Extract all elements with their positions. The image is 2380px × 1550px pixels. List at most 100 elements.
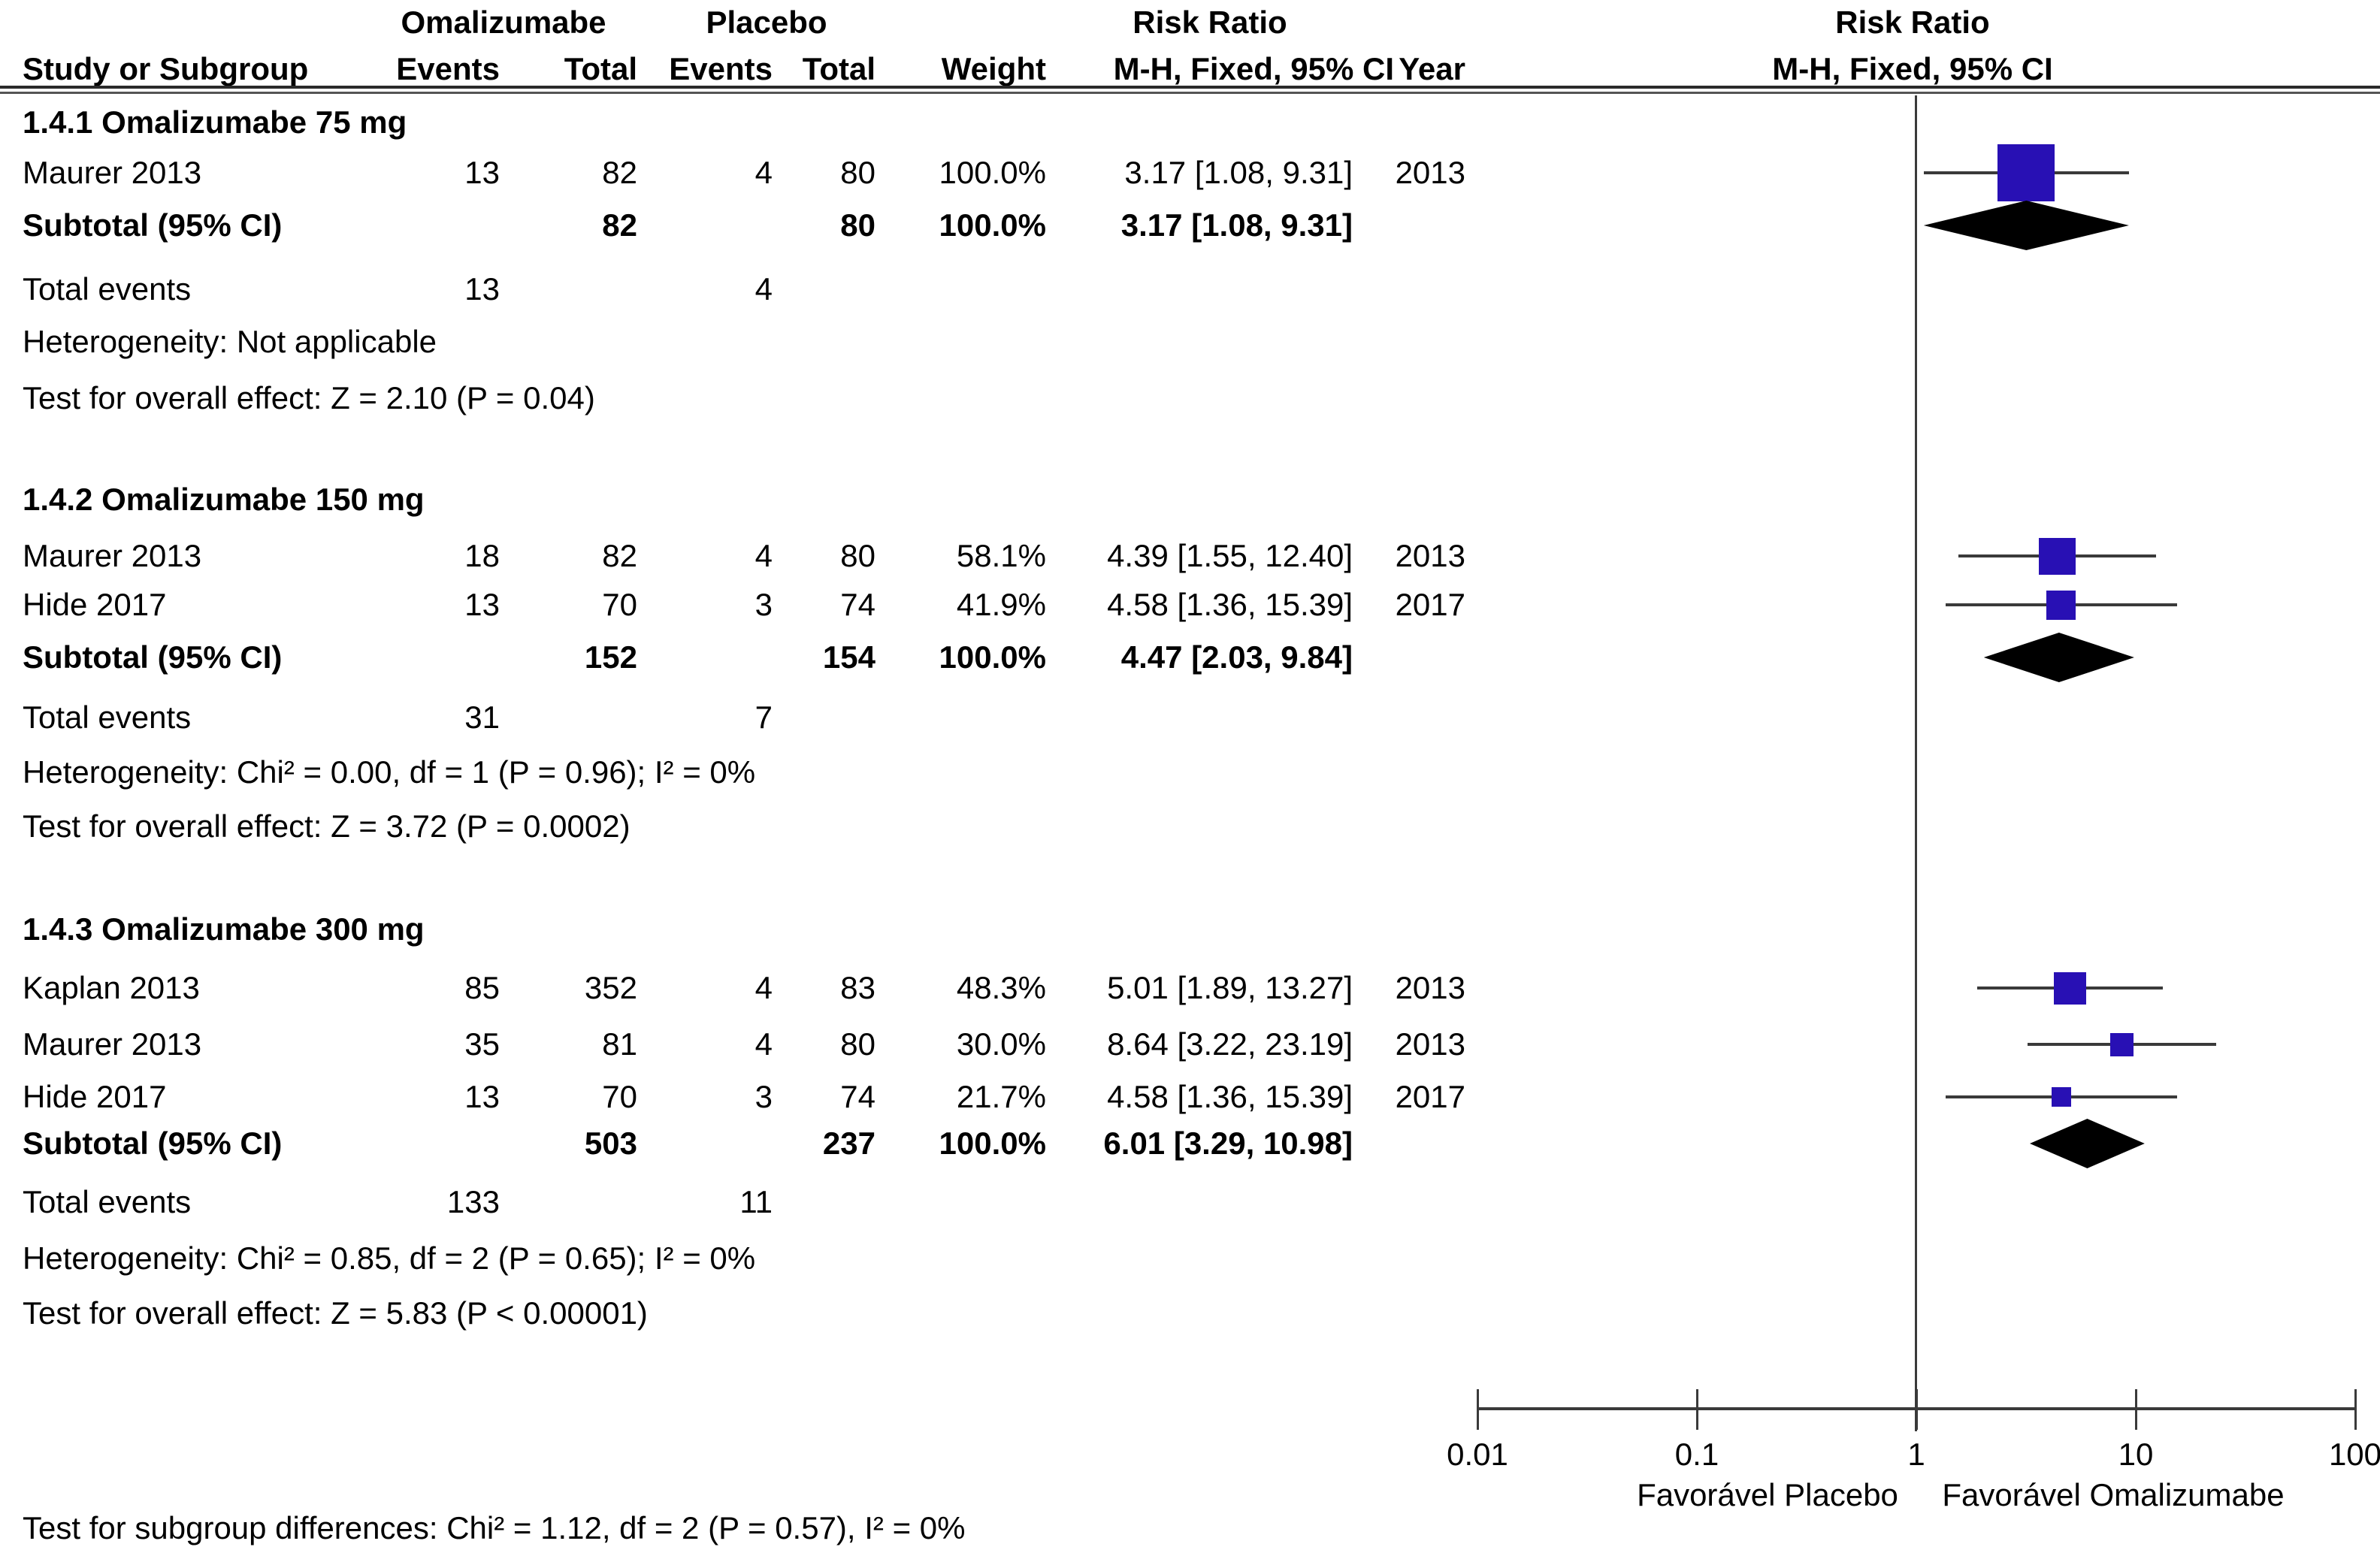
- subtotal-diamond: [1983, 633, 2134, 682]
- subtotal-total2-cell: 154: [822, 639, 875, 675]
- total1-cell: 352: [584, 970, 637, 1005]
- total2-cell: 80: [840, 1026, 875, 1062]
- events1-cell: 85: [464, 970, 500, 1005]
- events1-cell: 13: [464, 1079, 500, 1114]
- total-events1-cell: 13: [464, 271, 500, 307]
- total-events2-cell: 7: [755, 699, 773, 735]
- group1-header: Omalizumabe: [401, 5, 606, 40]
- weight-cell: 58.1%: [956, 538, 1046, 573]
- subtotal-ci-cell: 4.47 [2.03, 9.84]: [1120, 639, 1353, 675]
- subgroup-label: 1.4.1 Omalizumabe 75 mg: [23, 104, 407, 140]
- events1-cell: 18: [464, 538, 500, 573]
- subtotal-label: Subtotal (95% CI): [23, 639, 283, 675]
- heterogeneity-text: Heterogeneity: Chi² = 0.00, df = 1 (P = …: [23, 754, 756, 790]
- axis-tick: [1477, 1389, 1479, 1430]
- null-effect-line: [1915, 95, 1917, 1431]
- axis-tick-label: 1: [1907, 1437, 1925, 1472]
- events2-cell: 4: [755, 155, 773, 190]
- subtotal-total1-cell: 152: [584, 639, 637, 675]
- subtotal-weight-cell: 100.0%: [939, 639, 1046, 675]
- header-separator-line-bottom: [0, 92, 2380, 94]
- subgroup-label: 1.4.3 Omalizumabe 300 mg: [23, 911, 425, 947]
- axis-tick: [1916, 1389, 1918, 1430]
- year-cell: 2017: [1395, 1079, 1465, 1114]
- study-name: Maurer 2013: [23, 1026, 202, 1062]
- subtotal-total1-cell: 503: [584, 1125, 637, 1161]
- total1-cell: 70: [602, 587, 637, 622]
- header-separator-line-top: [0, 86, 2380, 89]
- weight-cell: 30.0%: [956, 1026, 1046, 1062]
- total1-cell: 70: [602, 1079, 637, 1114]
- weight-cell: 41.9%: [956, 587, 1046, 622]
- subtotal-ci-cell: 6.01 [3.29, 10.98]: [1103, 1125, 1353, 1161]
- subtotal-label: Subtotal (95% CI): [23, 1125, 283, 1161]
- axis-tick: [2135, 1389, 2137, 1430]
- ci-cell: 4.58 [1.36, 15.39]: [1107, 587, 1353, 622]
- study-name: Maurer 2013: [23, 155, 202, 190]
- col-events1-header: Events: [396, 51, 500, 86]
- overall-effect-text: Test for overall effect: Z = 3.72 (P = 0…: [23, 808, 631, 844]
- col-study-header: Study or Subgroup: [23, 51, 309, 86]
- axis-label-right: Favorável Omalizumabe: [1942, 1477, 2285, 1512]
- weight-square: [2039, 538, 2076, 575]
- subgroup-differences-note: Test for subgroup differences: Chi² = 1.…: [23, 1510, 966, 1545]
- total2-cell: 80: [840, 538, 875, 573]
- total1-cell: 81: [602, 1026, 637, 1062]
- weight-square: [2052, 1087, 2071, 1107]
- year-cell: 2017: [1395, 587, 1465, 622]
- events2-cell: 4: [755, 970, 773, 1005]
- study-name: Hide 2017: [23, 1079, 167, 1114]
- col-year-header: Year: [1399, 51, 1465, 86]
- weight-square: [2110, 1033, 2134, 1056]
- axis-tick-label: 0.01: [1447, 1437, 1508, 1472]
- total1-cell: 82: [602, 538, 637, 573]
- subtotal-diamond: [2030, 1119, 2145, 1168]
- ci-cell: 4.39 [1.55, 12.40]: [1107, 538, 1353, 573]
- events1-cell: 35: [464, 1026, 500, 1062]
- col-weight-header: Weight: [941, 51, 1046, 86]
- col-total2-header: Total: [802, 51, 875, 86]
- weight-cell: 21.7%: [956, 1079, 1046, 1114]
- events2-cell: 4: [755, 1026, 773, 1062]
- total-events1-cell: 133: [446, 1184, 500, 1219]
- total-events-label: Total events: [23, 271, 192, 307]
- total-events1-cell: 31: [464, 699, 500, 735]
- axis-tick-label: 0.1: [1674, 1437, 1719, 1472]
- group2-header: Placebo: [706, 5, 827, 40]
- subgroup-label: 1.4.2 Omalizumabe 150 mg: [23, 482, 425, 517]
- total2-cell: 74: [840, 587, 875, 622]
- total2-cell: 80: [840, 155, 875, 190]
- weight-square: [2054, 972, 2086, 1005]
- heterogeneity-text: Heterogeneity: Chi² = 0.85, df = 2 (P = …: [23, 1240, 756, 1276]
- study-name: Hide 2017: [23, 587, 167, 622]
- total1-cell: 82: [602, 155, 637, 190]
- overall-effect-text: Test for overall effect: Z = 2.10 (P = 0…: [23, 380, 595, 415]
- subtotal-total2-cell: 80: [840, 207, 875, 243]
- total2-cell: 74: [840, 1079, 875, 1114]
- year-cell: 2013: [1395, 970, 1465, 1005]
- weight-square: [2046, 591, 2076, 620]
- col-total1-header: Total: [564, 51, 637, 86]
- axis-tick-label: 100: [2328, 1437, 2380, 1472]
- heterogeneity-text: Heterogeneity: Not applicable: [23, 324, 437, 359]
- ci-cell: 3.17 [1.08, 9.31]: [1124, 155, 1353, 190]
- subtotal-ci-cell: 3.17 [1.08, 9.31]: [1120, 207, 1353, 243]
- subtotal-total2-cell: 237: [822, 1125, 875, 1161]
- axis-tick: [2354, 1389, 2357, 1430]
- col-mh-left-header: M-H, Fixed, 95% CI: [1113, 51, 1394, 86]
- events2-cell: 3: [755, 587, 773, 622]
- subtotal-weight-cell: 100.0%: [939, 207, 1046, 243]
- events1-cell: 13: [464, 587, 500, 622]
- subtotal-weight-cell: 100.0%: [939, 1125, 1046, 1161]
- year-cell: 2013: [1395, 1026, 1465, 1062]
- overall-effect-text: Test for overall effect: Z = 5.83 (P < 0…: [23, 1295, 648, 1331]
- weight-cell: 100.0%: [939, 155, 1046, 190]
- col-events2-header: Events: [669, 51, 773, 86]
- year-cell: 2013: [1395, 155, 1465, 190]
- total-events2-cell: 11: [739, 1184, 773, 1219]
- subtotal-label: Subtotal (95% CI): [23, 207, 283, 243]
- ci-cell: 8.64 [3.22, 23.19]: [1107, 1026, 1353, 1062]
- study-name: Kaplan 2013: [23, 970, 200, 1005]
- subtotal-total1-cell: 82: [602, 207, 637, 243]
